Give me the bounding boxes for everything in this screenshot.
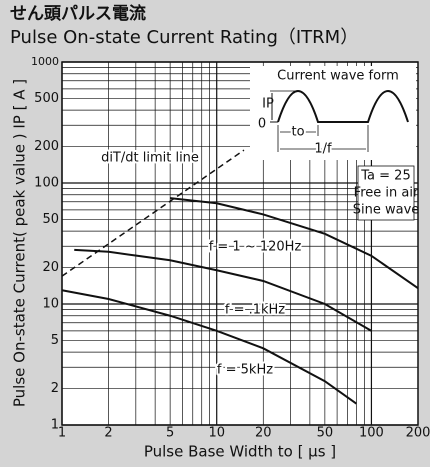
inset-width: to bbox=[291, 125, 304, 140]
y-tick-label: 50 bbox=[42, 212, 59, 227]
y-tick-label: 100 bbox=[34, 176, 59, 191]
y-tick-label: 5 bbox=[51, 333, 59, 348]
limit-line bbox=[61, 149, 245, 277]
inset-zero: 0 bbox=[258, 117, 266, 132]
inset-peak: IP bbox=[262, 97, 274, 112]
inset-title: Current wave form bbox=[277, 69, 399, 84]
chart-subtitle: Pulse On-state Current Rating（ITRM） bbox=[10, 27, 358, 48]
y-tick-label: 10 bbox=[42, 297, 59, 312]
curve bbox=[74, 248, 372, 332]
y-axis-label: Pulse On-state Current( peak value ) IP … bbox=[11, 79, 29, 407]
y-tick-label: 500 bbox=[34, 91, 59, 106]
x-tick-label: 50 bbox=[317, 426, 334, 441]
series-label: f = 5kHz bbox=[217, 363, 273, 378]
x-tick-label: 5 bbox=[166, 426, 174, 441]
y-tick-label: 1000 bbox=[31, 55, 59, 68]
series-label: diT/dt limit line bbox=[101, 151, 199, 166]
y-tick-label: 2 bbox=[51, 381, 59, 396]
plot-frame bbox=[61, 61, 419, 426]
annotation: Sine wave bbox=[353, 203, 420, 218]
x-tick-label: 20 bbox=[255, 426, 272, 441]
series-label: f = 1 ~ 120Hz bbox=[209, 240, 302, 255]
inset-period: 1/f bbox=[314, 142, 332, 157]
annotation: Ta = 25 bbox=[360, 169, 410, 184]
curve bbox=[170, 197, 419, 290]
x-tick-label: 10 bbox=[208, 426, 225, 441]
annotation: Free in air bbox=[354, 186, 419, 201]
chart-title: せん頭パルス電流 bbox=[10, 3, 146, 24]
y-tick-label: 20 bbox=[42, 260, 59, 275]
x-tick-label: 1 bbox=[58, 426, 66, 441]
x-axis-label: Pulse Base Width to [ μs ] bbox=[144, 443, 336, 461]
condition-box bbox=[357, 165, 415, 221]
x-tick-label: 100 bbox=[359, 426, 384, 441]
curve bbox=[61, 289, 358, 405]
y-tick-label: 200 bbox=[34, 139, 59, 154]
waveform bbox=[277, 90, 409, 123]
series-label: f = .1kHz bbox=[225, 303, 285, 318]
y-tick-label: 1 bbox=[51, 418, 59, 433]
x-tick-label: 2 bbox=[104, 426, 112, 441]
x-tick-label: 200 bbox=[406, 426, 430, 441]
